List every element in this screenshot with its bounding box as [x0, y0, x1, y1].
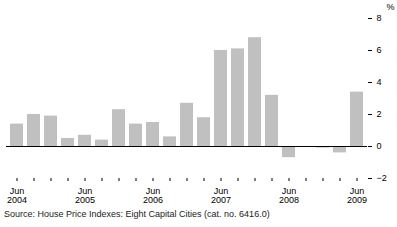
svg-text:0: 0	[377, 141, 382, 151]
svg-text:Jun2006: Jun2006	[143, 186, 163, 205]
svg-text:8: 8	[377, 13, 382, 23]
svg-text:Jun2008: Jun2008	[279, 186, 299, 205]
svg-text:Jun2005: Jun2005	[75, 186, 95, 205]
svg-text:Jun2004: Jun2004	[7, 186, 27, 205]
svg-text:2: 2	[377, 109, 382, 119]
svg-text:−2: −2	[377, 173, 387, 183]
svg-text:%: %	[386, 2, 394, 12]
svg-text:Jun2007: Jun2007	[211, 186, 231, 205]
svg-text:4: 4	[377, 77, 382, 87]
svg-text:6: 6	[377, 45, 382, 55]
svg-text:Jun2009: Jun2009	[347, 186, 367, 205]
html-text:Source: House Price Indexes: E: Source: House Price Indexes: Eight Capit…	[4, 209, 270, 219]
